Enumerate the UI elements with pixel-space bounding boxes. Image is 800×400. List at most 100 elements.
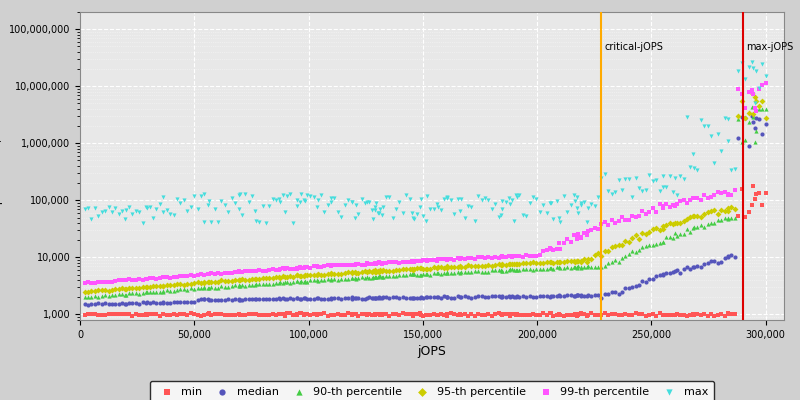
99-th percentile <box>259 268 272 274</box>
95-th percentile <box>270 274 282 280</box>
95-th percentile <box>236 276 249 282</box>
max <box>554 218 566 225</box>
max <box>95 209 108 215</box>
95-th percentile <box>686 213 699 219</box>
99-th percentile <box>458 256 471 262</box>
max <box>325 199 338 205</box>
95-th percentile <box>523 260 536 266</box>
95-th percentile <box>85 288 98 294</box>
median <box>98 300 111 306</box>
min <box>164 312 177 318</box>
99-th percentile <box>184 272 197 278</box>
median <box>475 293 488 299</box>
99-th percentile <box>126 277 139 283</box>
95-th percentile <box>465 263 478 269</box>
95-th percentile <box>738 115 751 122</box>
max <box>434 207 447 214</box>
median <box>393 294 406 301</box>
90-th percentile <box>581 264 594 270</box>
max <box>350 202 362 208</box>
95-th percentile <box>574 258 587 265</box>
95-th percentile <box>468 262 481 269</box>
99-th percentile <box>226 270 238 276</box>
min <box>619 311 632 317</box>
99-th percentile <box>298 265 310 272</box>
median <box>249 296 262 302</box>
95-th percentile <box>750 98 762 104</box>
max <box>440 194 453 201</box>
median <box>361 295 374 301</box>
99-th percentile <box>266 266 279 272</box>
90-th percentile <box>432 270 445 276</box>
max <box>160 207 173 214</box>
min <box>222 312 234 318</box>
max <box>492 214 505 220</box>
90-th percentile <box>612 259 625 265</box>
90-th percentile <box>406 271 419 278</box>
min <box>174 311 187 317</box>
min <box>233 311 246 317</box>
95-th percentile <box>578 255 590 262</box>
median <box>146 299 159 306</box>
min <box>508 311 521 318</box>
median <box>325 296 338 302</box>
max <box>633 185 646 192</box>
max <box>78 206 91 212</box>
99-th percentile <box>494 254 507 260</box>
median <box>530 294 542 300</box>
99-th percentile <box>595 221 608 227</box>
median <box>215 297 228 303</box>
99-th percentile <box>349 262 362 268</box>
90-th percentile <box>232 282 245 289</box>
99-th percentile <box>386 259 399 265</box>
min <box>130 311 142 317</box>
95-th percentile <box>478 263 491 269</box>
90-th percentile <box>307 277 320 283</box>
max <box>602 188 614 194</box>
90-th percentile <box>602 260 614 266</box>
median <box>687 264 700 270</box>
min <box>314 310 327 317</box>
95-th percentile <box>454 264 467 270</box>
max <box>598 171 611 178</box>
99-th percentile <box>294 264 306 270</box>
90-th percentile <box>574 264 587 271</box>
max <box>208 206 221 212</box>
95-th percentile <box>379 268 392 274</box>
95-th percentile <box>150 283 163 289</box>
min <box>674 312 686 318</box>
max <box>732 68 745 74</box>
median <box>558 292 570 299</box>
95-th percentile <box>622 239 635 245</box>
99-th percentile <box>677 197 690 203</box>
max <box>368 204 381 210</box>
min <box>482 311 495 318</box>
max <box>263 203 276 209</box>
99-th percentile <box>718 189 731 195</box>
95-th percentile <box>82 288 94 295</box>
90-th percentile <box>122 290 135 296</box>
max <box>630 175 642 181</box>
min <box>612 312 625 318</box>
max <box>462 203 474 210</box>
max <box>558 193 570 200</box>
median <box>379 294 392 300</box>
min <box>410 310 423 317</box>
95-th percentile <box>325 270 338 276</box>
95-th percentile <box>92 287 105 294</box>
90-th percentile <box>342 276 354 282</box>
median <box>259 296 272 303</box>
95-th percentile <box>376 268 389 274</box>
99-th percentile <box>663 204 676 210</box>
90-th percentile <box>301 278 314 285</box>
max <box>663 173 676 180</box>
90-th percentile <box>526 266 539 273</box>
max <box>441 194 454 200</box>
max <box>239 191 252 198</box>
95-th percentile <box>188 280 201 286</box>
max <box>553 215 566 221</box>
min <box>373 311 386 317</box>
95-th percentile <box>694 214 707 220</box>
median <box>374 294 386 301</box>
90-th percentile <box>366 274 378 281</box>
